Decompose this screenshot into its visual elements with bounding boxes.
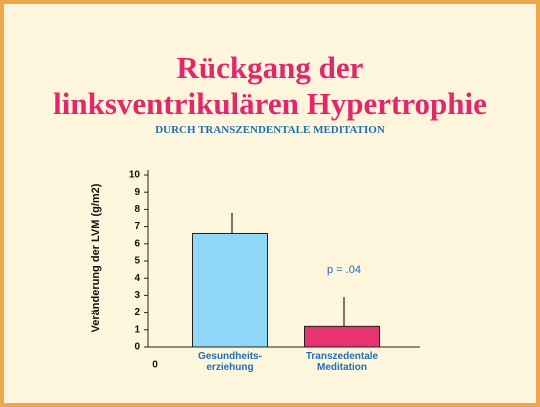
y-tick-label: 10	[129, 170, 141, 181]
y-tick-label: 0	[134, 342, 140, 353]
chart-title: Rückgang der linksventrikulären Hypertro…	[53, 50, 487, 121]
y-tick-label: 4	[134, 273, 140, 284]
x-tick-label: Transzedentale Meditation	[305, 351, 379, 373]
y-tick-label: 5	[134, 256, 140, 267]
y-tick-label: 3	[134, 290, 140, 301]
annotation: 0	[152, 360, 158, 371]
y-tick-label: 8	[134, 204, 140, 215]
y-axis-label: Veränderung der LVM (g/m2)	[90, 183, 102, 332]
annotation: p = .04	[327, 264, 361, 276]
y-tick-label: 2	[134, 307, 140, 318]
y-tick-label: 7	[134, 221, 140, 232]
chart-subtitle: DURCH TRANSZENDENTALE MEDITATION	[155, 124, 385, 136]
y-tick-label: 1	[134, 324, 140, 335]
y-tick-label: 9	[134, 187, 140, 198]
y-tick-label: 6	[134, 238, 140, 249]
bar	[304, 325, 380, 348]
bar	[192, 232, 268, 348]
x-tick-label: Gesundheits- erziehung	[198, 351, 262, 373]
